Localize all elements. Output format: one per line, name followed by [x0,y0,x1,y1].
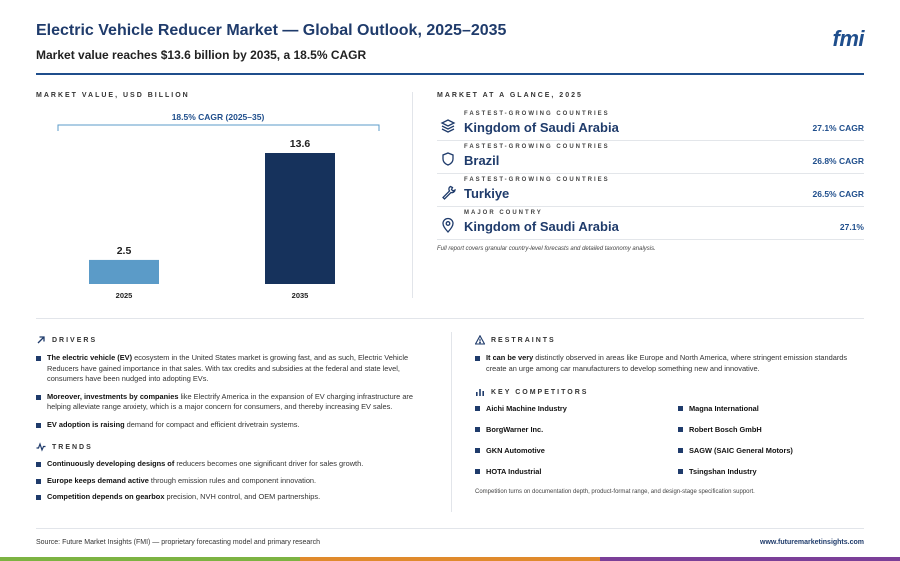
report-header: Electric Vehicle Reducer Market — Global… [36,22,866,62]
competitors-label: KEY COMPETITORS [491,388,589,396]
drivers-trends-column: DRIVERS The electric vehicle (EV) ecosys… [36,334,436,503]
competitor-item: Aichi Machine Industry [475,404,678,425]
footer-color-segment [600,557,900,561]
chart-section-label: MARKET VALUE, USD BILLION [36,92,190,99]
bar-chart-svg: 18.5% CAGR (2025–35) 2.5 2025 13.6 2035 [57,112,380,300]
driver-item-bold: EV adoption is raising [47,419,125,429]
page-subtitle: Market value reaches $13.6 billion by 20… [36,48,367,62]
driver-item: Moreover, investments by companies like … [36,392,436,413]
section-divider [36,318,864,319]
market-value-chart: MARKET VALUE, USD BILLION 18.5% CAGR (20… [36,92,406,302]
driver-item: The electric vehicle (EV) ecosystem in t… [36,353,436,385]
glance-value: 27.1% [839,222,864,232]
x-tick-label: 2035 [292,291,309,300]
competitors-heading: KEY COMPETITORS [475,386,865,398]
glance-row: FASTEST-GROWING COUNTRIES Brazil 26.8% C… [437,141,864,174]
trend-item: Competition depends on gearbox precision… [36,492,436,503]
website-link[interactable]: www.futuremarketinsights.com [760,539,864,546]
trend-item-text: through emission rules and component inn… [148,475,317,485]
restraints-competitors-column: RESTRAINTS It can be very distinctly obs… [475,334,865,495]
wrench-icon [442,185,456,200]
trend-item-bold: Competition depends on gearbox [47,492,165,501]
panel-divider [412,92,413,298]
restraints-label: RESTRAINTS [491,336,556,344]
trend-item-bold: Europe keeps demand active [47,475,149,485]
bar-value-label: 2.5 [117,245,132,257]
fmi-logo[interactable]: fmi [832,26,865,51]
glance-kicker: FASTEST-GROWING COUNTRIES [464,177,610,183]
trend-item-text: precision, NVH control, and OEM partners… [164,492,321,501]
warning-icon [475,335,485,345]
arrow-up-right-icon [37,336,45,344]
glance-kicker: FASTEST-GROWING COUNTRIES [464,144,610,150]
glance-section-label: MARKET AT A GLANCE, 2025 [437,92,583,99]
x-tick-label: 2025 [116,291,133,300]
bar-2035 [265,153,335,284]
header-divider [36,73,864,75]
driver-item-text: demand for compact and efficient drivetr… [124,419,300,429]
bar-value-label: 13.6 [290,138,311,150]
restraint-item-bold: It can be very [486,353,534,362]
drivers-heading: DRIVERS [36,334,436,346]
glance-country: Brazil [464,153,500,168]
trend-item: Europe keeps demand active through emiss… [36,476,436,487]
competitor-item: GKN Automotive [475,446,678,467]
glance-country: Turkiye [464,186,510,201]
glance-row: FASTEST-GROWING COUNTRIES Kingdom of Sau… [437,108,864,141]
glance-note: Full report covers granular country-leve… [437,246,656,252]
footer-divider [36,528,864,529]
restraint-item: It can be very distinctly observed in ar… [475,353,865,374]
layers-icon [440,119,456,133]
cagr-annotation: 18.5% CAGR (2025–35) [172,112,265,122]
driver-item-text: like Electrify America in the expansion … [47,391,413,412]
trends-label: TRENDS [52,443,93,451]
trend-item-text: reducers becomes one significant driver … [174,459,364,468]
trend-item: Continuously developing designs of reduc… [36,459,436,470]
glance-row: FASTEST-GROWING COUNTRIES Turkiye 26.5% … [437,174,864,207]
restraints-list: It can be very distinctly observed in ar… [475,353,865,374]
glance-kicker: FASTEST-GROWING COUNTRIES [464,111,610,117]
column-divider [451,332,452,512]
competitor-item: Magna International [678,404,868,425]
driver-item: EV adoption is raising demand for compac… [36,420,436,431]
trends-heading: TRENDS [36,441,436,453]
driver-item-text: ecosystem in the United States market is… [47,353,409,383]
restraints-heading: RESTRAINTS [475,334,865,346]
drivers-list: The electric vehicle (EV) ecosystem in t… [36,353,436,430]
glance-country: Kingdom of Saudi Arabia [464,120,619,135]
source-note: Source: Future Market Insights (FMI) — p… [36,539,320,546]
footer-color-segment [300,557,600,561]
shield-icon [442,152,454,166]
competitor-item: BorgWarner Inc. [475,425,678,446]
location-pin-icon [442,217,454,233]
glance-row: MAJOR COUNTRY Kingdom of Saudi Arabia 27… [437,207,864,240]
trend-item-bold: Continuously developing designs of [47,459,175,468]
page-title: Electric Vehicle Reducer Market — Global… [36,22,507,39]
competitors-grid: Aichi Machine Industry Magna Internation… [475,404,865,488]
trend-line-icon [36,442,46,452]
competitor-item: Robert Bosch GmbH [678,425,868,446]
footer-color-bar [0,557,900,561]
glance-value: 27.1% CAGR [812,123,865,133]
driver-item-bold: Moreover, investments by companies [47,391,179,401]
competitor-item: SAGW (SAIC General Motors) [678,446,868,467]
competitors-note: Competition turns on documentation depth… [475,489,755,495]
driver-item-bold: The electric vehicle (EV) [47,353,133,362]
cagr-bracket [57,124,380,131]
glance-country: Kingdom of Saudi Arabia [464,219,619,234]
glance-value: 26.8% CAGR [812,156,865,166]
bar-chart-icon [476,389,484,396]
bar-2025 [89,259,159,284]
glance-kicker: MAJOR COUNTRY [464,210,543,216]
glance-value: 26.5% CAGR [812,189,865,199]
restraint-item-text: distinctly observed in areas like Europe… [486,353,848,373]
drivers-label: DRIVERS [52,336,98,344]
trends-list: Continuously developing designs of reduc… [36,459,436,503]
market-at-a-glance: MARKET AT A GLANCE, 2025 FASTEST-GROWING… [437,92,864,252]
competitor-item: HOTA Industrial [475,467,678,488]
competitor-item: Tsingshan Industry [678,467,868,488]
footer-color-segment [0,557,300,561]
